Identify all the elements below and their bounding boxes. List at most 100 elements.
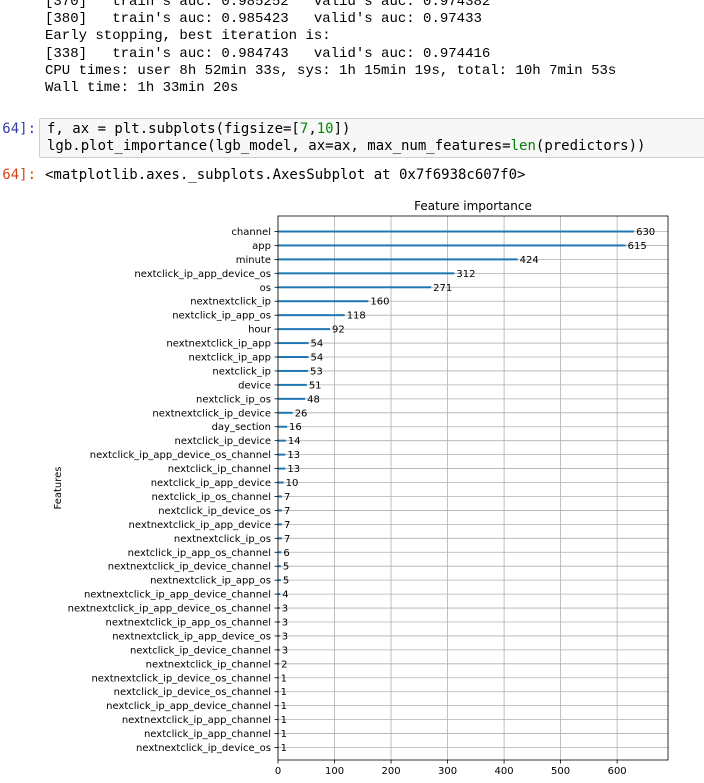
category-label: nextnextclick_ip_app [166,339,271,350]
data-label: 630 [636,227,655,238]
category-label: nextclick_ip_os [196,394,271,405]
category-label: hour [248,325,272,336]
data-label: 13 [287,450,300,461]
data-label: 2 [281,659,287,670]
category-label: nextnextclick_ip_device_channel [108,562,271,573]
data-label: 615 [628,241,647,252]
data-label: 3 [282,617,288,628]
category-label: nextnextclick_ip_app_device_os_channel [68,604,271,615]
code-cell-input[interactable]: f, ax = plt.subplots(figsize=[7,10]) lgb… [39,118,704,158]
stdout-log: [370] train's auc: 0.985252 valid's auc:… [45,0,616,97]
category-label: nextclick_ip_os_channel [151,492,271,503]
bar [278,286,432,289]
bar [278,579,281,582]
bar [278,300,369,303]
log-line: [380] train's auc: 0.985423 valid's auc:… [45,11,482,28]
category-label: nextnextclick_ip_device [152,408,271,419]
input-prompt: 64]: [2,121,36,137]
chart-title: Feature importance [414,199,532,213]
bar [278,551,282,554]
data-label: 118 [347,311,366,322]
data-label: 3 [282,631,288,642]
data-label: 26 [295,408,308,419]
category-label: nextclick_ip_app_device [151,478,271,489]
data-label: 53 [310,366,323,377]
data-label: 1 [281,715,287,726]
feature-importance-chart: Feature importance Features 0 100 200 300 40… [53,199,669,777]
x-tick-label: 0 [275,766,281,777]
category-label: nextclick_ip_app_device_channel [106,701,271,712]
bar [278,244,626,247]
code-line-2: lgb.plot_importance(lgb_model, ax=ax, ma… [47,138,645,154]
code-token: f, ax = plt.subplots(figsize=[ [47,121,300,137]
data-label: 5 [283,576,289,587]
x-tick-label: 600 [608,766,627,777]
plot-frame [277,215,669,761]
bar [278,369,308,372]
category-label: minute [236,255,271,266]
data-label: 7 [284,534,290,545]
category-label: nextnextclick_ip_channel [146,659,271,670]
bar [278,439,286,442]
data-label: 1 [281,687,287,698]
category-label: os [260,283,271,294]
log-line: Wall time: 1h 33min 20s [45,80,239,97]
data-label: 54 [311,339,324,350]
category-label: day_section [212,422,271,433]
data-label: 48 [307,394,320,405]
category-label: nextclick_ip_app_os_channel [128,548,271,559]
data-label: 1 [281,743,287,754]
category-label: nextnextclick_ip_device_os_channel [91,673,271,684]
data-label: 271 [433,283,452,294]
data-label: 7 [284,506,290,517]
category-label: nextclick_ip_device_os_channel [114,687,271,698]
bar [278,481,284,484]
bar [278,342,309,345]
data-label: 92 [332,325,345,336]
category-label: nextnextclick_ip_app_device_os [112,631,271,642]
category-label: device [238,380,271,391]
bar [278,634,280,637]
code-token: len [510,138,536,154]
data-label: 5 [283,562,289,573]
category-label: nextclick_ip_app_channel [144,729,271,740]
data-label: 14 [288,436,301,447]
category-label: nextclick_ip_device_channel [130,645,271,656]
category-label: channel [231,227,271,238]
log-line: [338] train's auc: 0.984743 valid's auc:… [45,45,491,62]
bar [278,662,280,665]
x-tick-label: 500 [551,766,570,777]
bar [278,648,280,651]
code-token: (predictors)) [535,138,646,154]
data-label: 7 [284,520,290,531]
bar [278,593,281,596]
data-label: 16 [289,422,302,433]
data-label: 3 [282,604,288,615]
bar [278,383,307,386]
bar [278,328,330,331]
bar [278,258,518,261]
bar [278,314,345,317]
bar [278,620,280,623]
log-line: CPU times: user 8h 52min 33s, sys: 1h 15… [45,62,617,79]
x-tick-label: 100 [325,766,344,777]
code-token: lgb.plot_importance(lgb_model, ax=ax, ma… [47,138,511,154]
bar [278,425,288,428]
bar [278,356,309,359]
code-token: 7 [299,121,309,137]
log-line: [370] train's auc: 0.985252 valid's auc:… [45,0,491,10]
code-line-1: f, ax = plt.subplots(figsize=[7,10]) [47,121,350,137]
data-label: 10 [286,478,299,489]
category-label: nextclick_ip_app_os [172,311,271,322]
category-label: nextclick_ip_channel [168,464,271,475]
bar [278,397,306,400]
cell-output-text: <matplotlib.axes._subplots.AxesSubplot a… [45,167,526,183]
code-token: 10 [316,121,334,137]
bar [278,272,455,275]
bar [278,565,281,568]
category-label: app [252,241,271,252]
category-label: nextnextclick_ip_app_device_channel [84,590,271,601]
x-tick-label: 300 [438,766,457,777]
data-label: 51 [309,380,322,391]
bar [278,523,282,526]
